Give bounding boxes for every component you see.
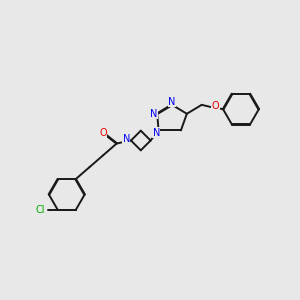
Text: N: N (122, 134, 130, 144)
Text: N: N (168, 97, 176, 107)
Text: N: N (150, 109, 157, 119)
Text: Cl: Cl (35, 205, 45, 215)
Text: N: N (153, 128, 160, 138)
Text: O: O (99, 128, 107, 138)
Text: O: O (212, 101, 219, 111)
